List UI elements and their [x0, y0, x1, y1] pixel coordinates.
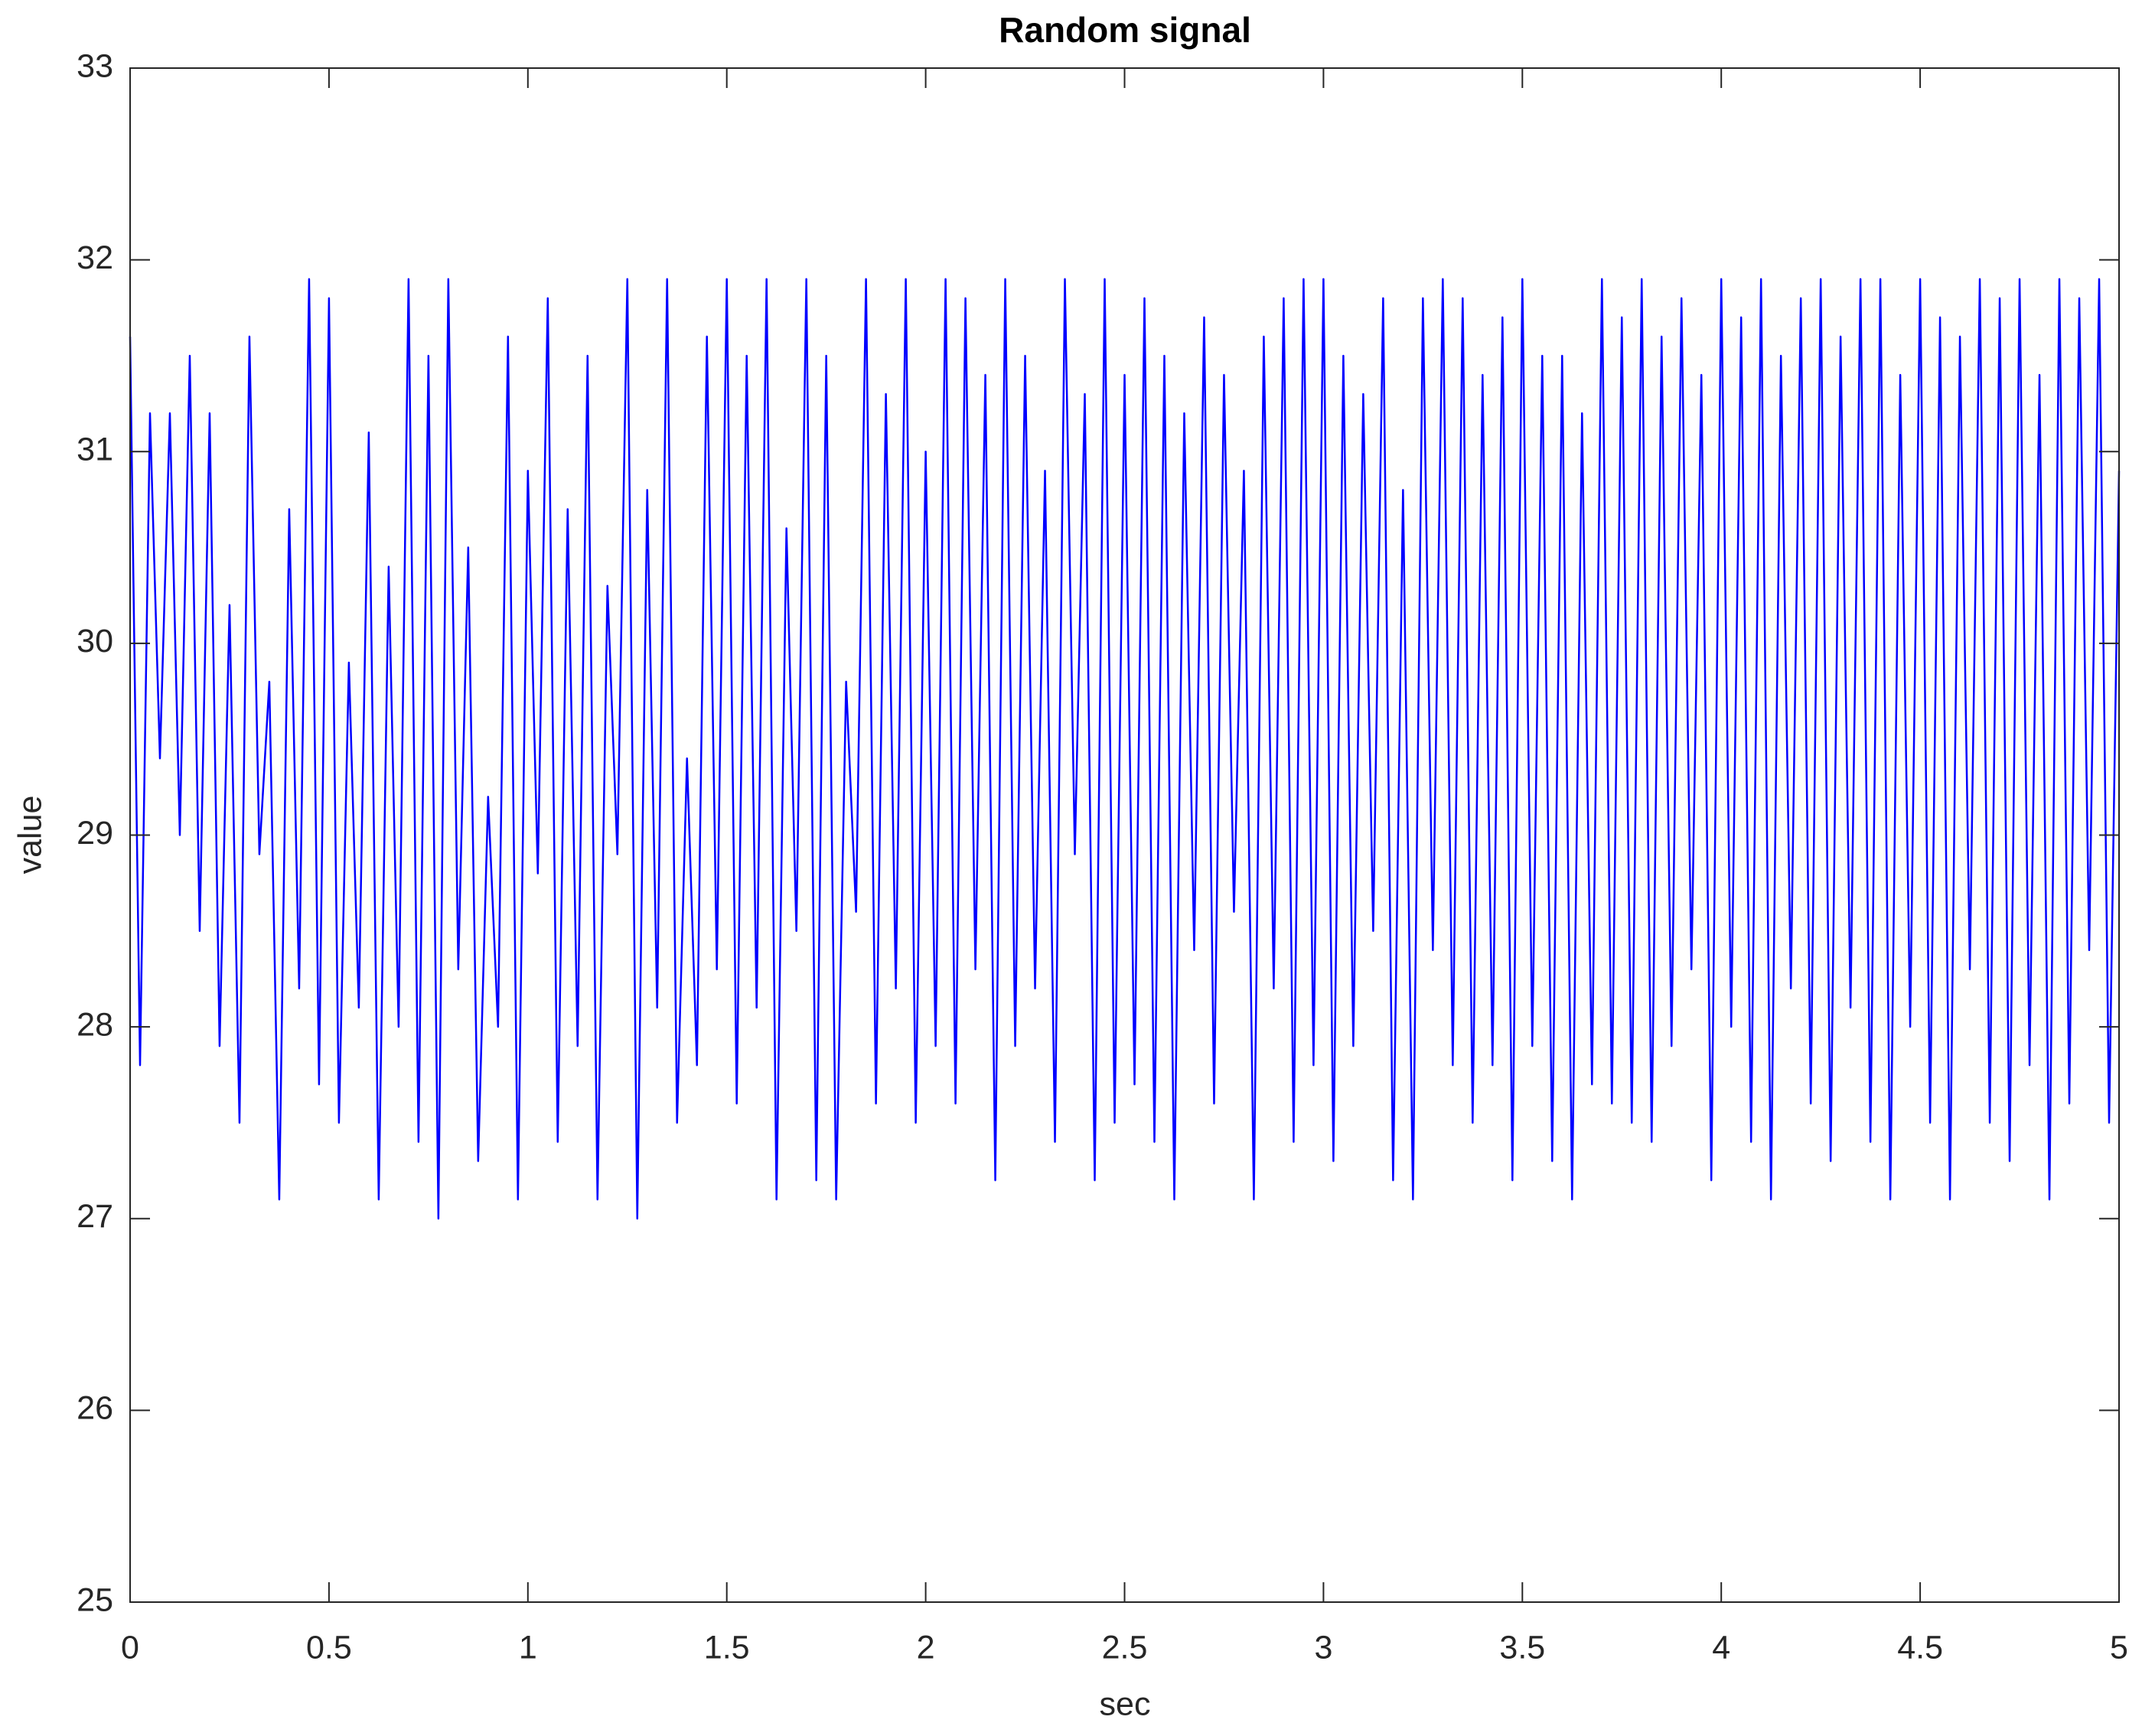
- x-tick-label: 1: [519, 1629, 537, 1666]
- x-tick-label: 3: [1314, 1629, 1332, 1666]
- x-tick-label: 2: [917, 1629, 935, 1666]
- y-tick-label: 30: [77, 623, 113, 660]
- x-tick-label: 1.5: [704, 1629, 750, 1666]
- y-tick-label: 26: [77, 1390, 113, 1427]
- x-axis-label: sec: [1100, 1686, 1151, 1722]
- y-tick-label: 25: [77, 1581, 113, 1618]
- chart-title: Random signal: [999, 10, 1251, 50]
- x-tick-label: 0: [121, 1629, 139, 1666]
- data-line: [129, 278, 2121, 1220]
- y-tick-label: 27: [77, 1198, 113, 1235]
- y-tick-label: 33: [77, 47, 113, 84]
- y-tick-label: 29: [77, 815, 113, 852]
- y-tick-label: 32: [77, 239, 113, 276]
- x-tick-label: 4: [1712, 1629, 1730, 1666]
- x-tick-label: 3.5: [1499, 1629, 1545, 1666]
- y-tick-label: 28: [77, 1006, 113, 1043]
- x-tick-label: 5: [2110, 1629, 2128, 1666]
- x-tick-label: 4.5: [1897, 1629, 1943, 1666]
- x-tick-label: 0.5: [306, 1629, 352, 1666]
- y-tick-label: 31: [77, 432, 113, 468]
- x-tick-label: 2.5: [1102, 1629, 1148, 1666]
- y-axis-label: value: [11, 796, 48, 875]
